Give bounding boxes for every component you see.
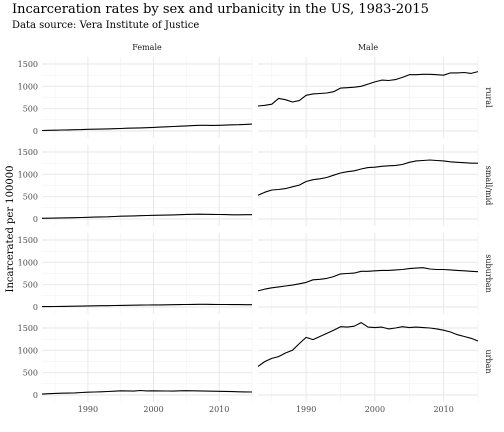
x-tick-label: 2010 xyxy=(209,405,229,414)
x-tick-label: 2010 xyxy=(433,405,453,414)
x-tick-label: 2000 xyxy=(365,405,385,414)
x-tick-label: 2000 xyxy=(143,405,163,414)
y-tick-label: 1500 xyxy=(18,236,38,245)
series-line xyxy=(41,213,252,219)
chart-subtitle: Data source: Vera Institute of Justice xyxy=(12,20,200,31)
series-line xyxy=(257,71,479,107)
facet-row-label: rural xyxy=(484,87,493,108)
y-tick-label: 1000 xyxy=(18,82,38,91)
y-tick-label: 0 xyxy=(33,127,38,136)
y-tick-label: 1000 xyxy=(18,170,38,179)
y-tick-label: 0 xyxy=(33,215,38,224)
y-tick-label: 500 xyxy=(23,281,38,290)
y-axis-label: Incarcerated per 100000 xyxy=(5,166,16,293)
series-line xyxy=(257,322,479,367)
y-tick-label: 1500 xyxy=(18,60,38,69)
x-tick-label: 1990 xyxy=(296,405,316,414)
y-tick-label: 500 xyxy=(23,105,38,114)
facet-row-label: suburban xyxy=(484,254,493,292)
y-tick-label: 1000 xyxy=(18,346,38,355)
series-line xyxy=(42,303,252,308)
facet-row-label: small/mid xyxy=(484,166,493,206)
facet-col-label: Female xyxy=(132,43,162,52)
facet-row-label: urban xyxy=(484,349,493,373)
y-tick-label: 1500 xyxy=(18,324,38,333)
x-tick-label: 1990 xyxy=(78,405,98,414)
facet-col-label: Male xyxy=(358,43,379,52)
series-line xyxy=(41,123,253,132)
y-tick-label: 1500 xyxy=(18,148,38,157)
series-line xyxy=(41,389,253,395)
y-tick-label: 500 xyxy=(23,369,38,378)
series-line xyxy=(257,159,478,196)
y-tick-label: 0 xyxy=(33,303,38,312)
chart-title: Incarceration rates by sex and urbanicit… xyxy=(12,2,429,17)
series-line xyxy=(257,267,479,292)
y-tick-label: 1000 xyxy=(18,258,38,267)
y-tick-label: 0 xyxy=(33,391,38,400)
y-tick-label: 500 xyxy=(23,193,38,202)
